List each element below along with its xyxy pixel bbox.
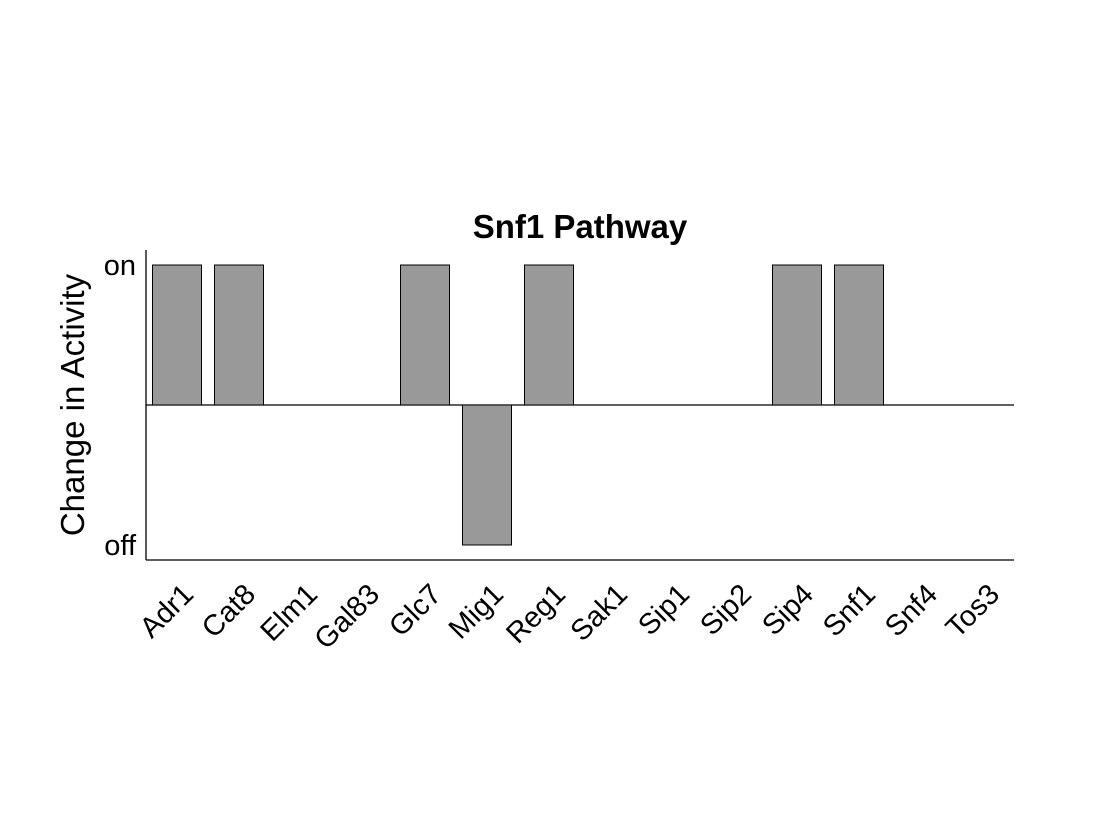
x-tick-label-sip2: Sip2	[694, 578, 758, 642]
x-tick-label-tos3: Tos3	[940, 578, 1006, 644]
y-ticks: on off	[104, 250, 137, 562]
bars	[152, 264, 884, 546]
bar-snf1	[834, 264, 884, 406]
bar-glc7	[400, 264, 450, 406]
bar-cat8	[214, 264, 264, 406]
x-tick-label-cat8: Cat8	[196, 578, 262, 644]
x-tick-label-sip1: Sip1	[632, 578, 696, 642]
bar-mig1	[462, 404, 512, 546]
x-tick-label-glc7: Glc7	[383, 578, 448, 643]
x-tick-label-sak1: Sak1	[565, 578, 634, 647]
x-tick-label-mig1: Mig1	[443, 578, 510, 645]
chart-title: Snf1 Pathway	[473, 208, 688, 245]
bar-adr1	[152, 264, 202, 406]
x-tick-label-sip4: Sip4	[756, 578, 820, 642]
x-tick-label-reg1: Reg1	[500, 578, 572, 650]
x-tick-label-gal83: Gal83	[309, 578, 386, 655]
x-tick-label-snf1: Snf1	[817, 578, 882, 643]
y-tick-label-off: off	[104, 530, 137, 562]
bar-sip4	[772, 264, 822, 406]
x-tick-label-adr1: Adr1	[134, 578, 200, 644]
x-tick-label-snf4: Snf4	[879, 578, 944, 643]
bar-reg1	[524, 264, 574, 406]
y-axis-label: Change in Activity	[54, 273, 91, 536]
y-tick-label-on: on	[104, 250, 136, 282]
x-ticks: Adr1Cat8Elm1Gal83Glc7Mig1Reg1Sak1Sip1Sip…	[134, 578, 1006, 655]
